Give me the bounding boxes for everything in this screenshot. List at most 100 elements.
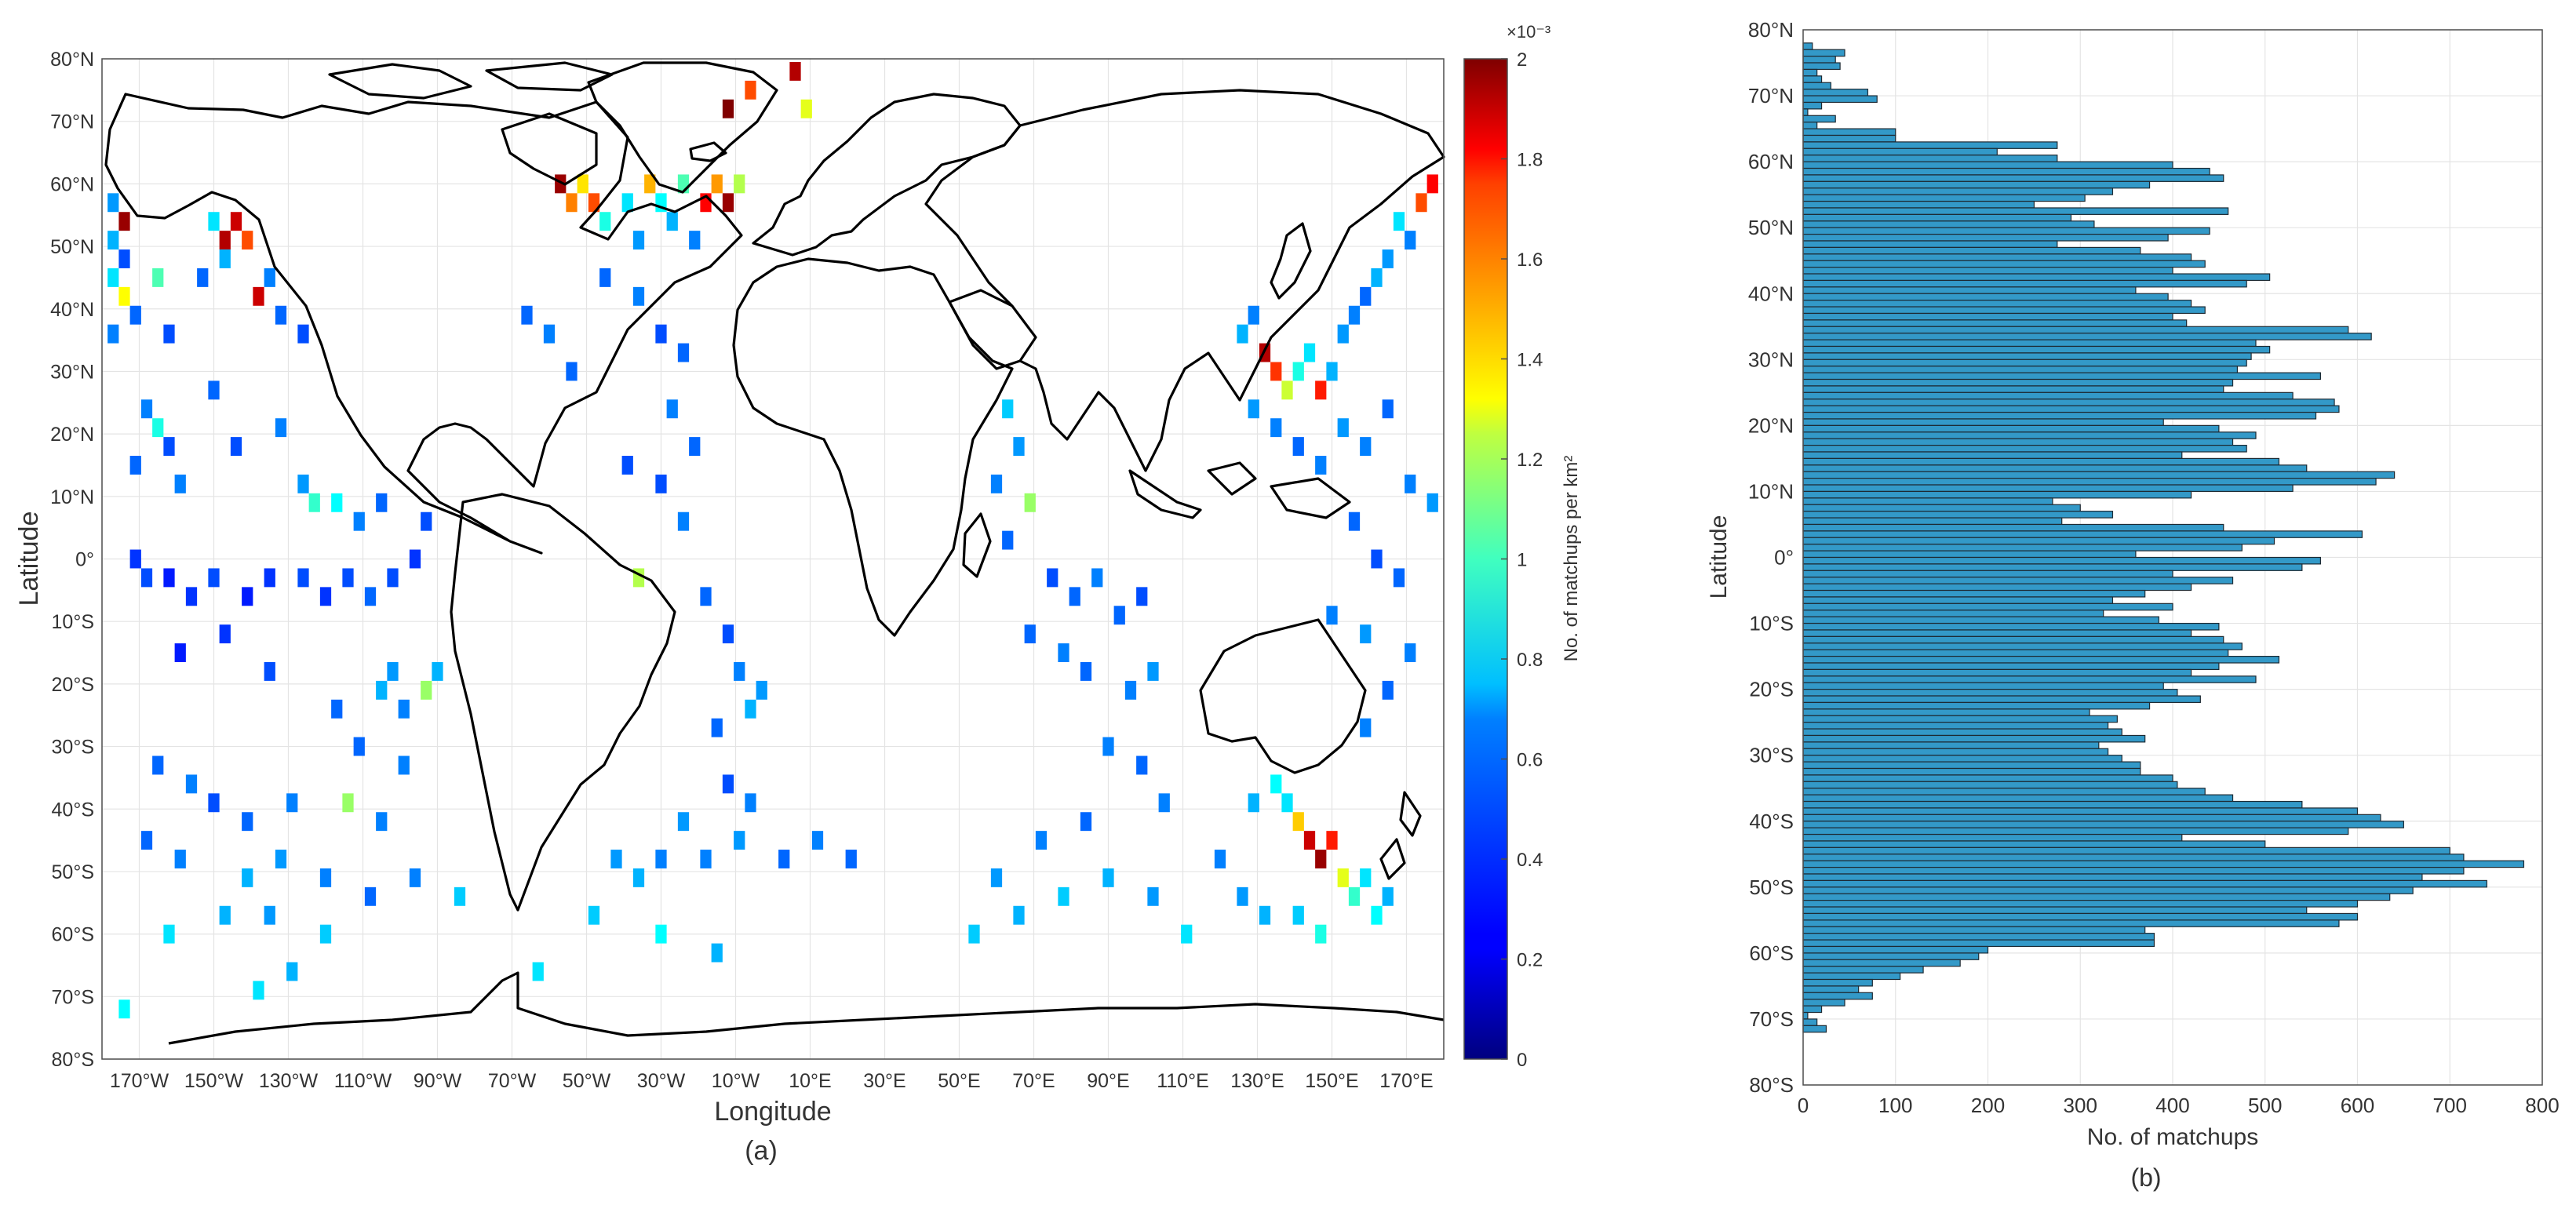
map-heat-cell (666, 212, 678, 231)
map-heat-cell (734, 831, 745, 850)
map-heat-cell (364, 587, 377, 606)
map-heat-cell (722, 624, 734, 644)
map-x-tick-label: 90°W (414, 1070, 462, 1092)
map-heat-cell (1102, 868, 1114, 887)
histogram-x-tick-labels: 0 100 200 300 400 500 600 700 800 (1798, 1094, 2560, 1117)
map-heat-cell (253, 981, 264, 1000)
map-heat-cell (129, 456, 141, 475)
histogram-bar (1802, 616, 2159, 624)
map-heat-cell (1382, 399, 1394, 419)
histogram-bar (1802, 734, 2146, 743)
histogram-bar (1802, 622, 2220, 631)
histogram-y-tick-label: 10°S (1749, 612, 1794, 635)
map-heat-cell (185, 587, 198, 606)
map-heat-cell (242, 587, 253, 606)
histogram-bar (1802, 701, 2151, 710)
map-heat-cell (118, 249, 130, 268)
colorbar-tick-label: 1.2 (1517, 450, 1543, 471)
histogram-bar (1802, 741, 2100, 749)
map-heat-cell (1214, 850, 1226, 868)
histogram-bar (1802, 306, 2206, 315)
histogram-bar (1802, 279, 2247, 288)
map-x-axis-label: Longitude (714, 1097, 831, 1127)
map-heat-cell (275, 305, 287, 325)
histogram-bar (1802, 267, 2173, 275)
map-x-tick-label: 30°W (637, 1070, 686, 1092)
histogram-bar (1802, 912, 2359, 921)
map-x-tick-label: 110°W (334, 1070, 392, 1092)
map-x-tick-label: 170°E (1379, 1070, 1433, 1092)
histogram-bar (1802, 56, 1836, 64)
histogram-bar (1802, 200, 2035, 209)
map-x-tick-label: 130°E (1230, 1070, 1284, 1092)
histogram-bar (1802, 49, 1845, 57)
histogram-bar (1802, 411, 2317, 420)
histogram-bar (1802, 155, 2058, 162)
histogram-bar (1802, 1011, 1809, 1020)
map-heat-cell (811, 831, 824, 850)
map-heat-cell (432, 661, 443, 681)
map-heat-cell (1002, 399, 1014, 419)
histogram-bar (1802, 517, 2063, 526)
map-heat-cell (566, 193, 578, 213)
histogram-y-tick-label: 50°S (1749, 876, 1794, 899)
map-heat-cell (1416, 193, 1427, 213)
colorbar-tick-label: 1.6 (1517, 249, 1543, 271)
map-heat-cell (1337, 324, 1349, 344)
histogram-bar (1802, 95, 1878, 104)
histogram-bar (1802, 767, 2141, 776)
map-heat-cell (163, 568, 175, 588)
map-heat-cell (353, 737, 365, 756)
colorbar-tick-label: 1 (1517, 550, 1527, 571)
coastline-africa (732, 257, 1014, 637)
map-frame (101, 58, 1445, 1060)
histogram-bar (1802, 464, 2308, 472)
map-heat-cell (353, 511, 365, 531)
histogram-y-tick-label: 60°N (1748, 150, 1794, 173)
colorbar-tick-label: 2 (1517, 49, 1527, 71)
map-heat-cell (1348, 511, 1361, 531)
map-heat-cell (230, 212, 242, 231)
map-heat-cell (1382, 680, 1394, 700)
map-heat-cell (722, 99, 734, 118)
map-heat-cell (543, 324, 556, 344)
map-heat-cell (655, 924, 667, 944)
histogram-bar (1802, 715, 2118, 723)
map-x-tick-label: 70°W (488, 1070, 537, 1092)
map-y-tick-label: 20°S (52, 674, 94, 696)
histogram-bar (1802, 755, 2122, 763)
map-heat-cell (275, 418, 287, 438)
map-heat-cell (1360, 624, 1372, 644)
histogram-bar (1802, 866, 2465, 875)
map-x-tick-label: 150°W (184, 1070, 244, 1092)
colorbar-tick-label: 0 (1517, 1050, 1527, 1071)
histogram-bar (1802, 444, 2247, 453)
histogram-bar (1802, 174, 2224, 182)
map-heat-cell (1315, 380, 1327, 400)
map-heat-cell (1136, 587, 1148, 606)
map-y-tick-label: 50°N (50, 236, 94, 258)
map-heat-cell (1292, 362, 1304, 381)
histogram-bar (1802, 451, 2183, 460)
map-heat-cell (689, 437, 701, 457)
histogram-bar (1802, 300, 2192, 308)
histogram-bar (1802, 108, 1809, 116)
histogram-bar (1802, 846, 2450, 855)
map-heat-cell (1181, 924, 1193, 944)
histogram-bar (1802, 893, 2391, 901)
histogram-x-tick-label: 200 (1971, 1094, 2005, 1117)
map-heat-cell (1382, 886, 1394, 906)
map-heat-cell (1058, 643, 1069, 662)
map-heat-cell (118, 212, 130, 231)
map-heat-cell (1292, 905, 1304, 925)
histogram-bar (1802, 854, 2465, 861)
map-heat-cell (588, 193, 600, 213)
histogram-bar (1802, 728, 2122, 737)
map-heat-cell (711, 718, 723, 737)
map-coastlines (104, 61, 1445, 1045)
histogram-y-tick-label: 10°N (1748, 479, 1794, 503)
map-heat-cell (208, 380, 220, 400)
histogram-x-tick-label: 600 (2341, 1094, 2374, 1117)
map-heat-cell (1002, 530, 1014, 550)
histogram-y-tick-label: 40°N (1748, 282, 1794, 305)
